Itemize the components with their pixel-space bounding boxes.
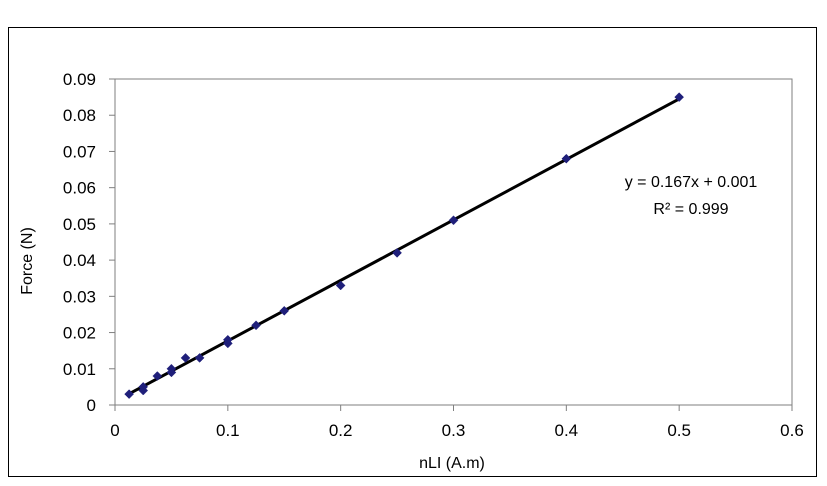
chart-frame [8, 27, 817, 477]
data-point [124, 389, 134, 399]
x-tick-label: 0 [110, 421, 119, 440]
x-tick-label: 0.3 [442, 421, 466, 440]
data-point [251, 320, 261, 331]
y-tick-label: 0.05 [63, 215, 96, 234]
y-tick-label: 0.06 [63, 179, 96, 198]
plot-area [114, 78, 793, 406]
data-point [392, 248, 402, 258]
x-tick-label: 0.4 [555, 421, 579, 440]
points-layer [124, 92, 685, 399]
data-point [448, 215, 459, 226]
y-tick-label: 0.04 [63, 251, 96, 270]
data-point [335, 280, 346, 291]
x-axis-title: nLI (A.m) [419, 455, 485, 472]
y-tick-label: 0.07 [63, 142, 96, 161]
data-point [279, 305, 290, 316]
x-tick-label: 0.6 [780, 421, 804, 440]
x-tick-label: 0.1 [216, 421, 240, 440]
y-tick-label: 0.08 [63, 106, 96, 125]
x-tick-label: 0.5 [667, 421, 691, 440]
y-tick-label: 0.09 [63, 70, 96, 89]
x-tick-label: 0.2 [329, 421, 353, 440]
data-point [180, 353, 191, 363]
data-point [152, 371, 163, 381]
data-point [194, 353, 205, 363]
data-point [222, 334, 233, 345]
trendline-equation: y = 0.167x + 0.001 [625, 174, 758, 191]
plot-border [114, 78, 793, 406]
x-axis: 0 0.1 0.2 0.3 0.4 0.5 0.6 [110, 405, 804, 440]
data-point [561, 153, 572, 164]
y-axis: 0 0.01 0.02 0.03 0.04 0.05 0.06 0.07 0.08 0.09 [63, 70, 115, 415]
y-tick-label: 0.03 [63, 287, 96, 306]
y-tick-label: 0 [87, 396, 96, 415]
trendline-r-squared: R² = 0.999 [653, 201, 728, 218]
trendline-layer [128, 97, 680, 396]
y-tick-label: 0.02 [63, 324, 96, 343]
data-point [166, 363, 177, 374]
y-tick-label: 0.01 [63, 360, 96, 379]
data-point [674, 92, 685, 102]
y-axis-title: Force (N) [19, 227, 36, 295]
data-point [138, 382, 149, 392]
trendline [128, 97, 680, 396]
